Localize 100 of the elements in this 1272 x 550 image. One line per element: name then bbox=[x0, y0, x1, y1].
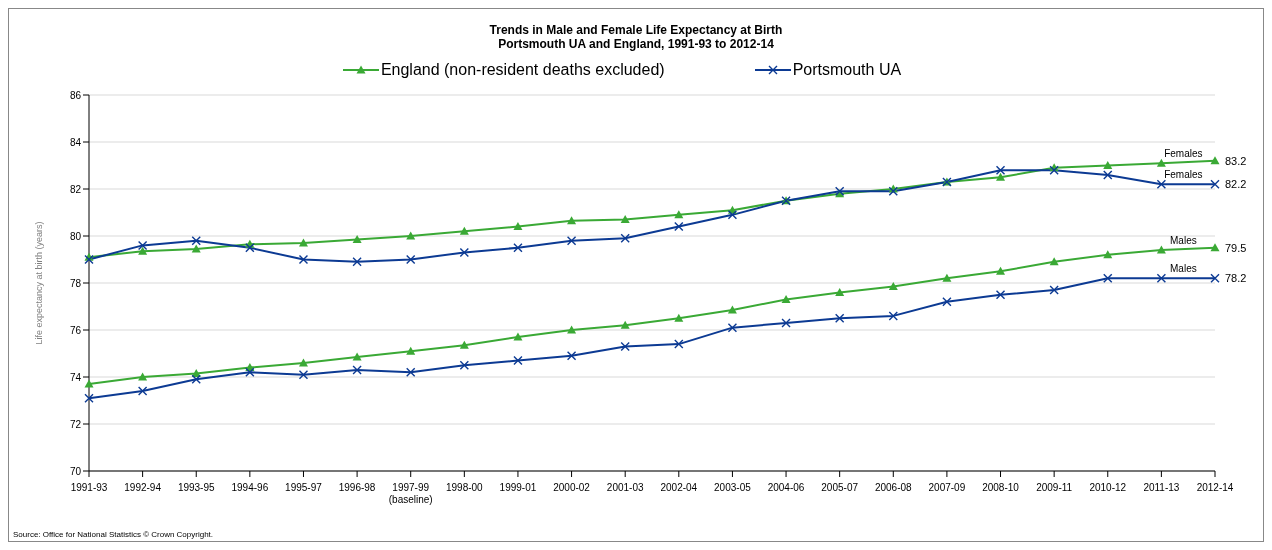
point bbox=[566, 351, 577, 361]
x-tick-label: 2002-04 bbox=[660, 482, 698, 493]
point bbox=[995, 165, 1006, 175]
x-tick-label: 2000-02 bbox=[553, 482, 591, 493]
x-tick-label: 2004-06 bbox=[767, 482, 805, 493]
point bbox=[298, 238, 308, 247]
y-tick-label: 76 bbox=[69, 324, 82, 336]
point bbox=[245, 367, 255, 377]
point bbox=[1210, 243, 1220, 252]
y-tick-label: 72 bbox=[69, 418, 82, 430]
annotation: Males bbox=[1170, 263, 1197, 275]
point bbox=[674, 313, 684, 322]
point bbox=[138, 246, 148, 255]
point bbox=[138, 372, 148, 381]
point bbox=[459, 340, 469, 349]
point bbox=[888, 186, 898, 197]
annotation: Females bbox=[1164, 169, 1203, 181]
point bbox=[1049, 257, 1059, 266]
point bbox=[674, 210, 684, 219]
point bbox=[1103, 250, 1113, 259]
point bbox=[84, 393, 94, 403]
point bbox=[674, 339, 684, 349]
point bbox=[352, 352, 362, 361]
y-tick-label: 82 bbox=[69, 183, 82, 195]
point bbox=[1049, 285, 1059, 295]
data-label: 78.2 bbox=[1225, 272, 1247, 285]
x-tick-label: 2001-03 bbox=[606, 482, 644, 493]
point bbox=[781, 294, 791, 303]
point bbox=[459, 360, 470, 370]
point bbox=[1210, 179, 1220, 189]
point bbox=[513, 222, 523, 231]
point bbox=[352, 257, 362, 267]
x-tick-label: 1991-93 bbox=[70, 482, 108, 493]
y-tick-label: 70 bbox=[69, 465, 82, 477]
point bbox=[995, 290, 1006, 300]
point bbox=[352, 365, 362, 375]
point bbox=[1156, 158, 1166, 167]
x-tick-label: 1992-94 bbox=[124, 482, 162, 493]
point bbox=[513, 355, 523, 366]
point bbox=[942, 297, 952, 307]
point bbox=[620, 341, 630, 352]
point bbox=[942, 273, 952, 282]
x-tick-label: 1994-96 bbox=[231, 482, 269, 493]
x-tick-label: 1999-01 bbox=[499, 482, 537, 493]
point bbox=[835, 287, 845, 296]
point bbox=[137, 240, 148, 251]
x-tick-label: 1997-99 (baseline) bbox=[388, 482, 433, 505]
point bbox=[1103, 170, 1113, 180]
source-note: Source: Office for National Statistics © Crown Copyright. bbox=[13, 530, 214, 539]
point bbox=[406, 254, 416, 265]
point bbox=[513, 332, 523, 341]
legend-label: Portsmouth UA bbox=[792, 61, 902, 79]
point bbox=[727, 305, 737, 314]
point bbox=[245, 243, 255, 253]
x-tick-label: 2007-09 bbox=[928, 482, 966, 493]
y-tick-label: 84 bbox=[69, 136, 82, 148]
point bbox=[298, 369, 309, 380]
point bbox=[620, 215, 630, 224]
point bbox=[191, 374, 201, 385]
point bbox=[567, 216, 577, 225]
y-tick-label: 86 bbox=[69, 89, 82, 101]
point bbox=[888, 311, 898, 321]
x-tick-label: 2005-07 bbox=[821, 482, 859, 493]
point bbox=[352, 235, 362, 244]
x-tick-label: 2011-13 bbox=[1143, 482, 1180, 493]
point bbox=[406, 367, 416, 377]
point bbox=[620, 233, 630, 244]
y-tick-label: 78 bbox=[69, 277, 82, 289]
x-tick-label: 1996-98 bbox=[338, 482, 376, 493]
y-tick-label: 74 bbox=[69, 371, 82, 383]
point bbox=[406, 346, 416, 355]
annotation: Males bbox=[1170, 235, 1197, 247]
data-label: 83.2 bbox=[1225, 154, 1247, 167]
x-tick-label: 1995-97 bbox=[285, 482, 323, 493]
x-tick-label: 2012-14 bbox=[1196, 482, 1234, 493]
point bbox=[137, 386, 148, 396]
point bbox=[459, 247, 470, 258]
point bbox=[459, 226, 469, 235]
point bbox=[1156, 273, 1167, 283]
point bbox=[1103, 161, 1113, 169]
point bbox=[84, 254, 94, 265]
data-label: 79.5 bbox=[1225, 241, 1247, 254]
x-tick-label: 2009-11 bbox=[1036, 482, 1073, 493]
chart-title: Trends in Male and Female Life Expectancy at Birth Portsmouth UA and England, 1991-93 to 2012-14 bbox=[488, 23, 784, 51]
x-tick-label: 2006-08 bbox=[874, 482, 913, 493]
point bbox=[1103, 273, 1113, 283]
point bbox=[888, 282, 898, 291]
point bbox=[727, 322, 738, 333]
x-tick-label: 2008-10 bbox=[982, 482, 1020, 493]
point bbox=[996, 172, 1006, 181]
point bbox=[513, 243, 523, 253]
point bbox=[781, 318, 791, 328]
point bbox=[298, 358, 308, 367]
annotation: Females bbox=[1164, 148, 1203, 160]
x-tick-label: 1993-95 bbox=[177, 482, 216, 493]
point bbox=[567, 325, 577, 334]
point bbox=[620, 320, 630, 329]
point bbox=[1156, 245, 1166, 254]
point bbox=[674, 221, 684, 232]
point bbox=[1156, 179, 1167, 189]
